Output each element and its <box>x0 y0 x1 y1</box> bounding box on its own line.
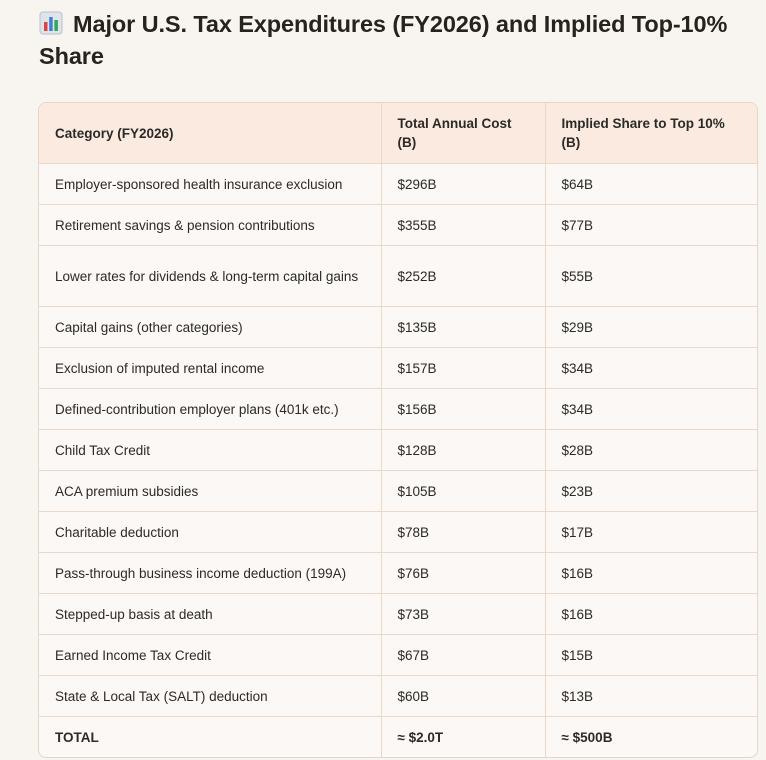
cost-cell: $296B <box>381 163 546 205</box>
share-cell: $77B <box>545 204 757 246</box>
category-cell: Child Tax Credit <box>39 429 382 471</box>
cost-cell: $67B <box>381 634 546 676</box>
cost-cell: $128B <box>381 429 546 471</box>
category-cell: Retirement savings & pension contributio… <box>39 204 382 246</box>
share-cell: $13B <box>545 675 757 717</box>
share-cell: $16B <box>545 593 757 635</box>
column-header-top10-share: Implied Share to Top 10% (B) <box>545 103 757 164</box>
share-cell: $16B <box>545 552 757 594</box>
share-cell: $29B <box>545 306 757 348</box>
cost-cell: $78B <box>381 511 546 553</box>
cost-cell: $355B <box>381 204 546 246</box>
total-share-cell: ≈ $500B <box>561 729 613 745</box>
share-cell: $34B <box>545 347 757 389</box>
table-row: Charitable deduction $78B $17B <box>39 511 757 553</box>
table-row: Child Tax Credit $128B $28B <box>39 429 757 471</box>
cost-cell: $156B <box>381 388 546 430</box>
category-cell: Exclusion of imputed rental income <box>39 347 382 389</box>
table-row: State & Local Tax (SALT) deduction $60B … <box>39 675 757 717</box>
category-cell: ACA premium subsidies <box>39 470 382 512</box>
share-cell: $34B <box>545 388 757 430</box>
table-row: ACA premium subsidies $105B $23B <box>39 470 757 512</box>
category-cell: Charitable deduction <box>39 511 382 553</box>
share-cell: $28B <box>545 429 757 471</box>
table-row: Stepped-up basis at death $73B $16B <box>39 593 757 635</box>
column-header-total-cost: Total Annual Cost (B) <box>381 103 546 164</box>
table-row: Capital gains (other categories) $135B $… <box>39 306 757 348</box>
share-cell: $55B <box>545 245 757 307</box>
cost-cell: $73B <box>381 593 546 635</box>
share-cell: $15B <box>545 634 757 676</box>
category-cell: Lower rates for dividends & long-term ca… <box>39 245 382 307</box>
page-title: Major U.S. Tax Expenditures (FY2026) and… <box>39 8 749 72</box>
category-cell: Capital gains (other categories) <box>39 306 382 348</box>
total-row: TOTAL ≈ $2.0T ≈ $500B <box>39 716 757 757</box>
table-row: Exclusion of imputed rental income $157B… <box>39 347 757 389</box>
bar-chart-icon <box>39 11 63 35</box>
share-cell: $64B <box>545 163 757 205</box>
table-header-row: Category (FY2026) Total Annual Cost (B) … <box>39 103 757 164</box>
share-cell: $23B <box>545 470 757 512</box>
category-cell: Defined-contribution employer plans (401… <box>39 388 382 430</box>
column-header-category: Category (FY2026) <box>39 103 382 164</box>
table-row: Employer-sponsored health insurance excl… <box>39 163 757 205</box>
table-row: Lower rates for dividends & long-term ca… <box>39 245 757 307</box>
table-row: Retirement savings & pension contributio… <box>39 204 757 246</box>
page-title-text: Major U.S. Tax Expenditures (FY2026) and… <box>39 11 728 69</box>
tax-expenditures-table: Category (FY2026) Total Annual Cost (B) … <box>38 102 758 758</box>
share-cell: $17B <box>545 511 757 553</box>
category-cell: Employer-sponsored health insurance excl… <box>39 163 382 205</box>
table-row: Earned Income Tax Credit $67B $15B <box>39 634 757 676</box>
total-label-cell: TOTAL <box>39 716 382 757</box>
category-cell: State & Local Tax (SALT) deduction <box>39 675 382 717</box>
cost-cell: $60B <box>381 675 546 717</box>
cost-cell: $105B <box>381 470 546 512</box>
table-row: Pass-through business income deduction (… <box>39 552 757 594</box>
table-row: Defined-contribution employer plans (401… <box>39 388 757 430</box>
cost-cell: $157B <box>381 347 546 389</box>
category-cell: Pass-through business income deduction (… <box>39 552 382 594</box>
total-cost-cell: ≈ $2.0T <box>381 716 546 757</box>
cost-cell: $252B <box>381 245 546 307</box>
category-cell: Stepped-up basis at death <box>39 593 382 635</box>
cost-cell: $76B <box>381 552 546 594</box>
cost-cell: $135B <box>381 306 546 348</box>
category-cell: Earned Income Tax Credit <box>39 634 382 676</box>
